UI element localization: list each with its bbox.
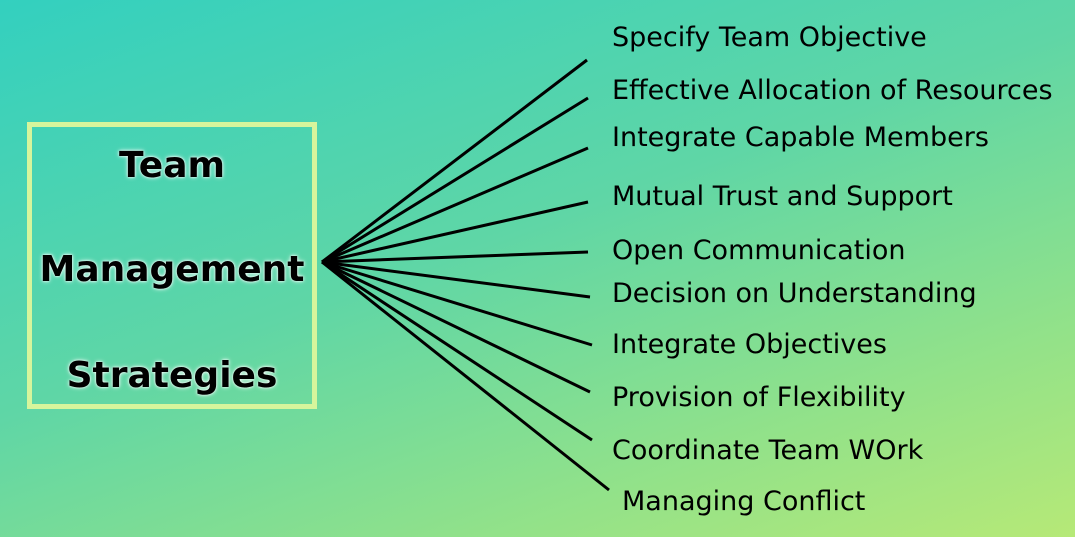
connector-line (321, 96, 589, 264)
title-line-team: Team (119, 145, 225, 186)
title-box: Team Management Strategies (27, 122, 317, 409)
connector-line (321, 260, 593, 347)
title-line-strategies: Strategies (66, 355, 278, 396)
connector-line (321, 58, 588, 264)
strategy-decision-on-understanding: Decision on Understanding (612, 278, 977, 309)
connector-line (321, 260, 591, 394)
strategy-effective-allocation: Effective Allocation of Resources (612, 75, 1053, 106)
strategy-open-communication: Open Communication (612, 235, 906, 266)
connector-line (321, 250, 589, 264)
strategy-integrate-capable-members: Integrate Capable Members (612, 122, 989, 153)
strategy-provision-of-flexibility: Provision of Flexibility (612, 382, 906, 413)
strategy-mutual-trust: Mutual Trust and Support (612, 181, 953, 212)
connector-line (321, 260, 593, 442)
strategy-coordinate-team-work: Coordinate Team WOrk (612, 435, 924, 466)
strategy-specify-team-objective: Specify Team Objective (612, 22, 927, 53)
connector-line (321, 146, 589, 264)
strategy-integrate-objectives: Integrate Objectives (612, 329, 887, 360)
strategy-managing-conflict: Managing Conflict (622, 486, 866, 517)
connector-line (321, 260, 610, 492)
title-line-management: Management (39, 249, 305, 290)
connector-line (321, 260, 591, 299)
connector-line (321, 200, 589, 264)
